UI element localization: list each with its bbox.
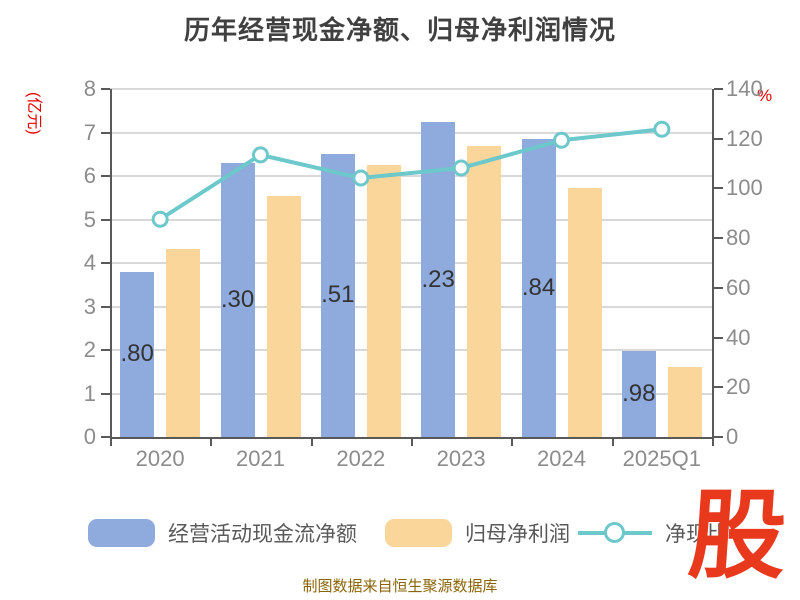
- left-tick-8: [101, 88, 110, 90]
- stock-brand-logo: 股: [685, 481, 790, 590]
- x-tick-2: [310, 437, 313, 446]
- right-tick-0: [714, 436, 723, 438]
- line-marker-2022: [352, 169, 370, 187]
- line-marker-2025Q1: [653, 120, 671, 138]
- bar-value-label-2024: .84: [521, 274, 556, 302]
- bar-value-label-2022: .51: [321, 281, 355, 309]
- legend-item-cash-ratio: 净现比: [578, 519, 728, 547]
- left-tick-5: [101, 218, 110, 221]
- x-tick-4: [511, 437, 514, 446]
- left-tick-4: [101, 262, 110, 264]
- gridline-2: [110, 349, 712, 351]
- bar-cashflow-2023: [421, 122, 456, 437]
- x-tick-5: [611, 437, 614, 446]
- right-tick-label-0: 0: [726, 424, 739, 449]
- x-label-2025Q1: 2025Q1: [622, 446, 701, 471]
- gridline-5: [110, 218, 712, 221]
- gridline-4: [110, 262, 712, 264]
- left-tick-label-4: 4: [83, 250, 96, 275]
- gridline-6: [110, 175, 712, 177]
- gridline-1: [110, 392, 712, 395]
- legend-label-operating-cashflow: 经营活动现金流净额: [168, 523, 357, 546]
- right-tick-label-140: 140: [726, 76, 763, 101]
- legend: 经营活动现金流净额 归母净利润 净现比: [0, 519, 800, 549]
- chart-title: 历年经营现金净额、归母净利润情况: [183, 15, 616, 45]
- x-label-2022: 2022: [336, 446, 386, 471]
- left-tick-7: [101, 131, 110, 134]
- right-tick-120: [714, 137, 723, 140]
- bar-cashflow-2021: [220, 162, 255, 437]
- x-label-2023: 2023: [436, 446, 486, 471]
- left-axis-line: [110, 89, 112, 437]
- bar-profit-2022: [366, 165, 401, 437]
- bar-value-label-2021: .30: [220, 285, 255, 313]
- x-label-2021: 2021: [236, 446, 285, 471]
- bar-profit-2023: [467, 146, 502, 437]
- cash-ratio-polyline: [159, 127, 663, 221]
- line-marker-2023: [452, 159, 470, 177]
- bar-profit-2021: [266, 195, 301, 437]
- right-tick-label-120: 120: [726, 125, 763, 151]
- left-tick-label-0: 0: [83, 424, 96, 449]
- bar-cashflow-2024: [521, 139, 556, 437]
- x-tick-0: [110, 437, 112, 446]
- right-tick-label-100: 100: [726, 175, 763, 201]
- legend-swatch-orange: [385, 519, 452, 547]
- cash-ratio-line-series: [151, 120, 671, 228]
- gridline-8: [110, 88, 712, 90]
- bar-profit-2025Q1: [667, 367, 702, 437]
- bar-cashflow-2020: [120, 271, 155, 437]
- bar-value-label-2023: .23: [421, 265, 455, 293]
- right-tick-label-40: 40: [726, 324, 751, 350]
- bar-value-label-2025Q1: .98: [622, 379, 656, 407]
- x-label-2024: 2024: [537, 446, 586, 471]
- left-tick-label-5: 5: [83, 206, 96, 232]
- left-tick-label-8: 8: [83, 76, 96, 101]
- left-tick-1: [101, 392, 110, 395]
- bar-value-label-2020: .80: [120, 340, 154, 368]
- right-tick-60: [714, 286, 723, 289]
- x-tick-3: [411, 437, 413, 446]
- left-tick-6: [101, 175, 110, 177]
- gridline-7: [110, 131, 712, 134]
- left-tick-label-3: 3: [83, 293, 96, 319]
- line-marker-2020: [151, 210, 169, 228]
- legend-label-cash-ratio: 净现比: [665, 523, 728, 546]
- left-tick-label-7: 7: [83, 119, 96, 145]
- right-axis-unit-label: %: [757, 86, 773, 105]
- left-tick-label-6: 6: [83, 163, 96, 188]
- left-tick-label-1: 1: [83, 380, 96, 406]
- bar-profit-2024: [567, 187, 602, 437]
- bar-cashflow-2025Q1: [621, 350, 656, 437]
- line-marker-2021: [252, 146, 269, 164]
- left-tick-2: [101, 349, 110, 351]
- right-tick-140: [714, 88, 723, 90]
- line-marker-2024: [553, 131, 570, 149]
- legend-item-net-profit: 归母净利润: [385, 519, 570, 547]
- bar-cashflow-2022: [320, 153, 355, 437]
- right-tick-label-20: 20: [726, 374, 751, 400]
- right-axis-line: [712, 89, 714, 446]
- right-tick-100: [714, 187, 723, 190]
- legend-swatch-blue: [88, 519, 155, 547]
- right-tick-40: [714, 336, 723, 339]
- data-source-caption: 制图数据来自恒生聚源数据库: [302, 578, 498, 595]
- right-tick-label-80: 80: [726, 225, 751, 251]
- legend-label-net-profit: 归母净利润: [465, 523, 570, 546]
- right-tick-label-60: 60: [726, 274, 751, 300]
- x-label-2020: 2020: [135, 446, 185, 471]
- x-tick-1: [210, 437, 213, 446]
- gridline-3: [110, 305, 712, 308]
- legend-item-operating-cashflow: 经营活动现金流净额: [88, 519, 357, 547]
- left-tick-0: [101, 436, 110, 438]
- right-tick-20: [714, 386, 723, 389]
- bar-profit-2020: [166, 248, 201, 437]
- left-tick-3: [101, 305, 110, 308]
- right-tick-80: [714, 237, 723, 240]
- x-tick-6: [712, 437, 714, 446]
- legend-line-marker-icon: [578, 519, 652, 547]
- left-tick-label-2: 2: [83, 337, 96, 362]
